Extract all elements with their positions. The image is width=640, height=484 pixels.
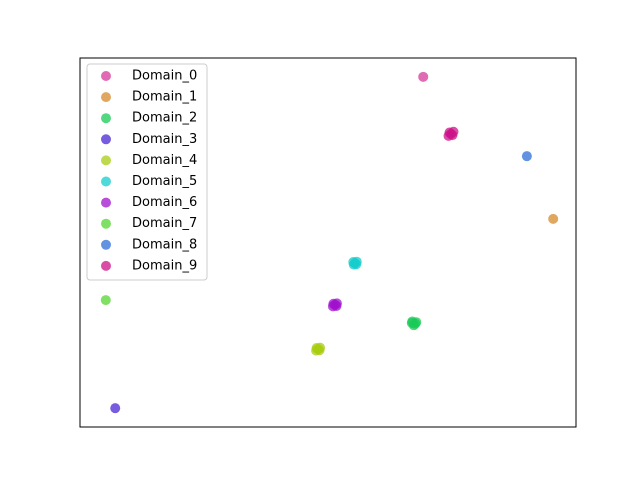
legend-marker xyxy=(101,197,111,208)
point xyxy=(448,126,459,137)
legend-label: Domain_0 xyxy=(132,69,197,84)
point xyxy=(331,298,342,309)
legend-label: Domain_2 xyxy=(132,111,197,126)
legend-marker xyxy=(101,71,111,81)
legend-label: Domain_4 xyxy=(132,153,197,168)
point xyxy=(548,213,559,224)
legend-label: Domain_5 xyxy=(132,174,197,189)
point xyxy=(110,403,121,414)
legend-marker xyxy=(101,92,111,103)
legend-label: Domain_6 xyxy=(132,195,197,210)
legend-label: Domain_7 xyxy=(132,216,197,231)
point xyxy=(418,71,429,82)
point xyxy=(411,317,422,328)
point xyxy=(100,295,111,306)
legend-label: Domain_8 xyxy=(132,237,197,252)
legend-marker xyxy=(101,176,111,187)
legend-marker xyxy=(101,155,111,166)
legend-label: Domain_1 xyxy=(132,90,197,105)
legend-marker xyxy=(101,113,111,124)
legend-marker xyxy=(101,239,111,250)
point xyxy=(521,151,532,162)
legend-box xyxy=(86,63,208,281)
legend-marker xyxy=(101,260,111,271)
point xyxy=(351,256,362,267)
legend-marker xyxy=(101,134,111,145)
legend-marker xyxy=(101,218,111,229)
legend-label: Domain_3 xyxy=(132,132,197,147)
point xyxy=(315,342,326,353)
legend-label: Domain_9 xyxy=(132,258,197,273)
plot-frame xyxy=(79,57,577,428)
